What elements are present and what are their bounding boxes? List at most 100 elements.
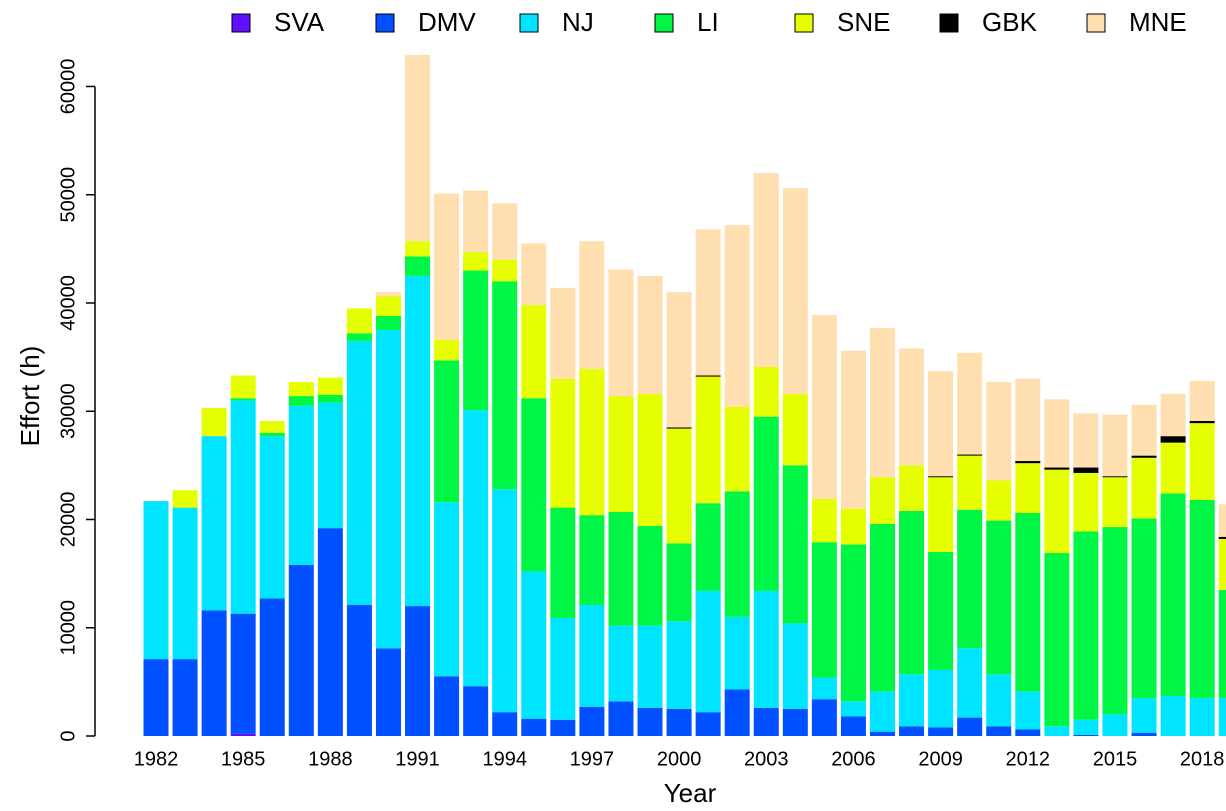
x-tick-label: 2006	[831, 748, 876, 770]
bar-segment	[782, 188, 808, 394]
bar-segment	[1044, 726, 1070, 736]
bar-segment	[463, 252, 489, 271]
bar-segment	[957, 454, 983, 456]
bar-segment	[899, 510, 925, 675]
bar-segment	[724, 491, 750, 617]
bar-segment	[550, 378, 576, 508]
bar-segment	[434, 339, 460, 361]
bar-segment	[666, 292, 692, 428]
bar-segment	[870, 523, 895, 692]
bar-segment	[375, 330, 401, 649]
bar-segment	[637, 525, 663, 626]
legend-swatch	[654, 13, 674, 33]
bar-segment	[463, 686, 489, 736]
bar-segment	[637, 393, 663, 526]
x-tick-label: 1982	[134, 748, 179, 770]
bar-segment	[492, 259, 518, 282]
bar-segment	[840, 350, 866, 509]
bar-segment	[143, 501, 169, 660]
bar-segment	[1044, 469, 1070, 554]
legend-label: NJ	[562, 7, 594, 37]
bar-segment	[317, 402, 343, 529]
bar-segment	[695, 590, 721, 713]
bar-segment	[870, 691, 895, 732]
bar-segment	[579, 241, 605, 370]
bar-segment	[346, 340, 372, 606]
bar-segment	[434, 193, 460, 340]
bar-segment	[811, 699, 837, 736]
bar-segment	[1102, 714, 1128, 736]
y-tick-label: 30000	[57, 383, 79, 439]
bar-segment	[1015, 378, 1041, 462]
bar-segment	[521, 243, 547, 306]
bar-segment	[1131, 698, 1157, 733]
legend-swatch	[231, 13, 251, 33]
x-tick-label: 2000	[657, 748, 702, 770]
bar-segment	[463, 410, 489, 687]
bar-segment	[1218, 504, 1226, 537]
y-tick-label: 50000	[57, 167, 79, 223]
bar-segment	[1218, 538, 1226, 590]
bar-segment	[230, 398, 256, 401]
bar-segment	[1189, 423, 1215, 501]
bar-segment	[375, 296, 401, 316]
bar-segment	[375, 292, 401, 297]
bar-segment	[405, 256, 431, 276]
bar-segment	[986, 480, 1012, 521]
bar-segment	[957, 455, 983, 510]
bar-segment	[1131, 518, 1157, 699]
bar-segment	[695, 712, 721, 736]
bar-segment	[1160, 436, 1186, 443]
bar-segment	[550, 287, 576, 379]
bar-segment	[375, 648, 401, 736]
bar-segment	[899, 674, 925, 727]
bar-segment	[1189, 698, 1215, 736]
bar-segment	[928, 476, 954, 478]
bar-segment	[230, 733, 256, 736]
bar-segment	[1044, 467, 1070, 470]
bar-segment	[608, 396, 634, 512]
bar-segment	[870, 477, 895, 524]
bar-segment	[288, 396, 314, 406]
bar-segment	[172, 507, 198, 660]
bar-segment	[1189, 500, 1215, 699]
bar-segment	[928, 477, 954, 552]
y-tick-label: 40000	[57, 275, 79, 331]
bar-segment	[1073, 531, 1099, 720]
bar-segment	[172, 659, 198, 736]
bar-segment	[695, 503, 721, 591]
bar-segment	[637, 625, 663, 708]
legend-label: SVA	[274, 7, 325, 37]
bar-segment	[782, 708, 808, 736]
bar-segment	[811, 677, 837, 700]
bar-segment	[666, 621, 692, 709]
bar-segment	[288, 564, 314, 736]
bar-segment	[870, 327, 895, 478]
y-tick-label: 60000	[57, 59, 79, 115]
bar-segment	[986, 674, 1012, 727]
bar-segment	[782, 465, 808, 624]
bar-segment	[346, 605, 372, 736]
bar-segment	[1015, 463, 1041, 513]
y-axis-title: Effort (h)	[15, 346, 45, 447]
bar-segment	[1102, 477, 1128, 528]
bar-segment	[201, 436, 227, 611]
bar-segment	[986, 382, 1012, 481]
bar-segment	[666, 427, 692, 429]
legend-label: SNE	[837, 7, 890, 37]
bar-segment	[230, 400, 256, 614]
bar-segment	[695, 375, 721, 377]
legend-label: GBK	[982, 7, 1038, 37]
bar-segment	[1015, 691, 1041, 730]
bar-segment	[724, 225, 750, 407]
bar-segment	[695, 376, 721, 504]
bar-segment	[1102, 414, 1128, 477]
x-tick-label: 1985	[221, 748, 266, 770]
y-tick-label: 20000	[57, 492, 79, 548]
x-tick-label: 2009	[918, 748, 963, 770]
bar-segment	[1073, 413, 1099, 468]
bar-segment	[1073, 472, 1099, 532]
bar-segment	[405, 241, 431, 257]
